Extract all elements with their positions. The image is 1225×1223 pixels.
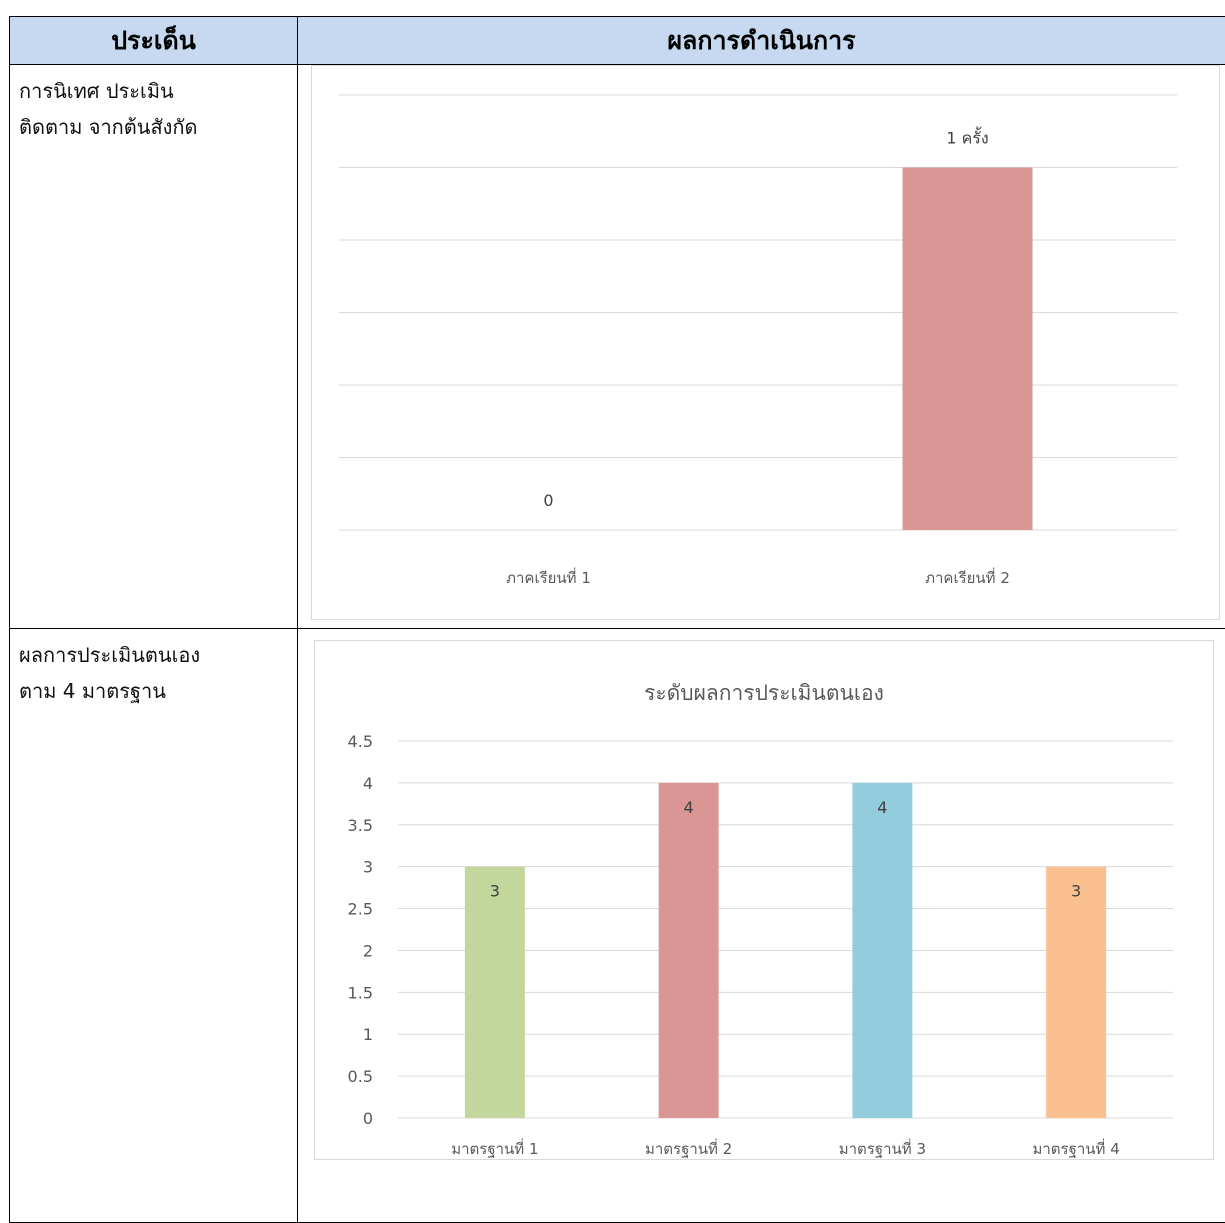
chart-title: ระดับผลการประเมินตนเอง bbox=[644, 681, 884, 705]
topic-line: การนิเทศ ประเมิน bbox=[19, 79, 174, 103]
data-label: 3 bbox=[1071, 882, 1081, 901]
bar bbox=[1046, 866, 1107, 1118]
y-tick-label: 0.5 bbox=[348, 1067, 373, 1086]
chart-cell: 0 ภาคเรียนที่ 1 1 ครั้งภาคเรียนที่ 2 bbox=[297, 64, 1225, 629]
self-assessment-chart: ระดับผลการประเมินตนเอง 0 0.5 1 1.5 2 2.5 3 3.5 4 4… bbox=[348, 681, 1173, 1158]
topic-line: ติดตาม จากต้นสังกัด bbox=[19, 115, 198, 139]
x-tick-label: มาตรฐานที่ 1 bbox=[451, 1138, 538, 1158]
data-label: 0 bbox=[543, 491, 553, 510]
data-label: 1 ครั้ง bbox=[946, 127, 988, 148]
x-tick-label: มาตรฐานที่ 2 bbox=[645, 1138, 732, 1158]
y-tick-label: 3.5 bbox=[348, 816, 373, 835]
result-table: ประเด็น ผลการดำเนินการ การนิเทศ ประเมิน … bbox=[9, 16, 1225, 1223]
x-tick-label: ภาคเรียนที่ 2 bbox=[925, 567, 1010, 587]
y-tick-label: 1.5 bbox=[348, 983, 373, 1002]
data-label: 4 bbox=[684, 798, 694, 817]
y-tick-label: 4 bbox=[363, 774, 373, 793]
topic-cell: ผลการประเมินตนเอง ตาม 4 มาตรฐาน bbox=[9, 628, 298, 1223]
header-topic: ประเด็น bbox=[9, 16, 298, 65]
y-tick-label: 0 bbox=[363, 1109, 373, 1128]
chart-frame: ระดับผลการประเมินตนเอง 0 0.5 1 1.5 2 2.5 3 3.5 4 4… bbox=[314, 640, 1214, 1160]
bar bbox=[658, 782, 719, 1118]
header-result: ผลการดำเนินการ bbox=[297, 16, 1225, 65]
bar bbox=[464, 866, 525, 1118]
topic-line: ตาม 4 มาตรฐาน bbox=[19, 679, 166, 703]
x-tick-label: มาตรฐานที่ 4 bbox=[1032, 1138, 1119, 1158]
data-label: 4 bbox=[877, 798, 887, 817]
chart-cell: ระดับผลการประเมินตนเอง 0 0.5 1 1.5 2 2.5 3 3.5 4 4… bbox=[297, 628, 1225, 1223]
header-row: ประเด็น ผลการดำเนินการ bbox=[9, 16, 1225, 65]
data-label: 3 bbox=[490, 882, 500, 901]
topic-line: ผลการประเมินตนเอง bbox=[19, 643, 201, 667]
chart-frame: 0 ภาคเรียนที่ 1 1 ครั้งภาคเรียนที่ 2 bbox=[311, 65, 1220, 620]
topic-cell: การนิเทศ ประเมิน ติดตาม จากต้นสังกัด bbox=[9, 64, 298, 629]
x-tick-label: มาตรฐานที่ 3 bbox=[839, 1138, 926, 1158]
bar bbox=[902, 167, 1033, 530]
y-tick-label: 2 bbox=[363, 941, 373, 960]
y-tick-label: 4.5 bbox=[348, 732, 373, 751]
y-tick-label: 2.5 bbox=[348, 900, 373, 919]
table-row: ผลการประเมินตนเอง ตาม 4 มาตรฐาน ระดับผลก… bbox=[9, 628, 1225, 1223]
bar bbox=[852, 782, 913, 1118]
x-tick-label: ภาคเรียนที่ 1 bbox=[506, 567, 591, 587]
y-tick-label: 1 bbox=[363, 1025, 373, 1044]
y-tick-label: 3 bbox=[363, 858, 373, 877]
table-row: การนิเทศ ประเมิน ติดตาม จากต้นสังกัด 0 ภา… bbox=[9, 64, 1225, 629]
